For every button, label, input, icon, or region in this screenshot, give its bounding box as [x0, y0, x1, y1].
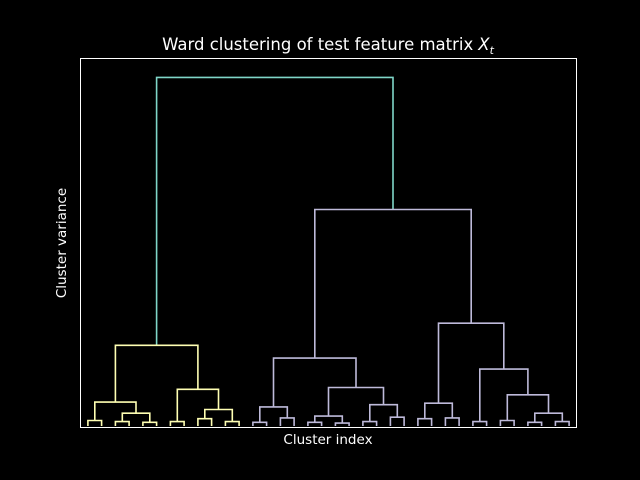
dendrogram-link-34: [554, 420, 570, 426]
dendrogram-link-15: [252, 421, 268, 426]
dendrogram-link-9: [204, 408, 234, 422]
dendrogram-link-17: [327, 386, 385, 417]
chart-title-math-sub: t: [490, 44, 495, 57]
x-axis-label: Cluster index: [283, 432, 372, 448]
dendrogram-link-27: [444, 417, 460, 426]
dendrogram-link-31: [499, 419, 515, 426]
y-axis-label: Cluster variance: [54, 188, 70, 298]
dendrogram-link-6: [142, 421, 158, 426]
plot-frame: [80, 58, 577, 428]
dendrogram-link-26: [417, 417, 433, 426]
dendrogram-link-7: [176, 388, 220, 422]
dendrogram-link-32: [534, 412, 564, 423]
dendrogram-link-5: [114, 420, 130, 426]
dendrogram-link-30: [506, 394, 550, 421]
dendrogram-link-21: [369, 403, 399, 422]
dendrogram-link-18: [314, 415, 344, 424]
chart-title: Ward clustering of test feature matrix Xt: [162, 35, 494, 57]
chart-title-text: Ward clustering of test feature matrix: [162, 35, 473, 54]
dendrogram-link-22: [362, 420, 378, 426]
dendrogram-link-33: [527, 421, 543, 426]
dendrogram-link-29: [472, 420, 488, 426]
dendrogram-link-20: [334, 422, 350, 426]
dendrogram-link-28: [479, 368, 529, 422]
dendrogram-link-14: [259, 406, 289, 423]
dendrogram-link-23: [389, 416, 405, 426]
dendrogram-link-19: [307, 421, 323, 426]
chart-title-math: X: [477, 35, 490, 54]
dendrogram-link-1: [114, 344, 199, 403]
dendrogram-link-24: [437, 322, 505, 404]
dendrogram-link-10: [197, 417, 213, 426]
dendrogram-link-2: [94, 401, 137, 421]
dendrogram-link-11: [224, 420, 240, 426]
dendrogram-link-4: [121, 412, 151, 423]
dendrogram-link-3: [87, 419, 103, 426]
dendrogram-link-12: [314, 208, 472, 359]
dendrogram-link-16: [279, 417, 295, 426]
dendrogram-link-25: [424, 402, 454, 419]
dendrogram-link-8: [169, 420, 185, 426]
dendrogram-links: [87, 76, 570, 426]
dendrogram-link-0: [155, 76, 394, 346]
dendrogram-link-13: [272, 357, 357, 407]
